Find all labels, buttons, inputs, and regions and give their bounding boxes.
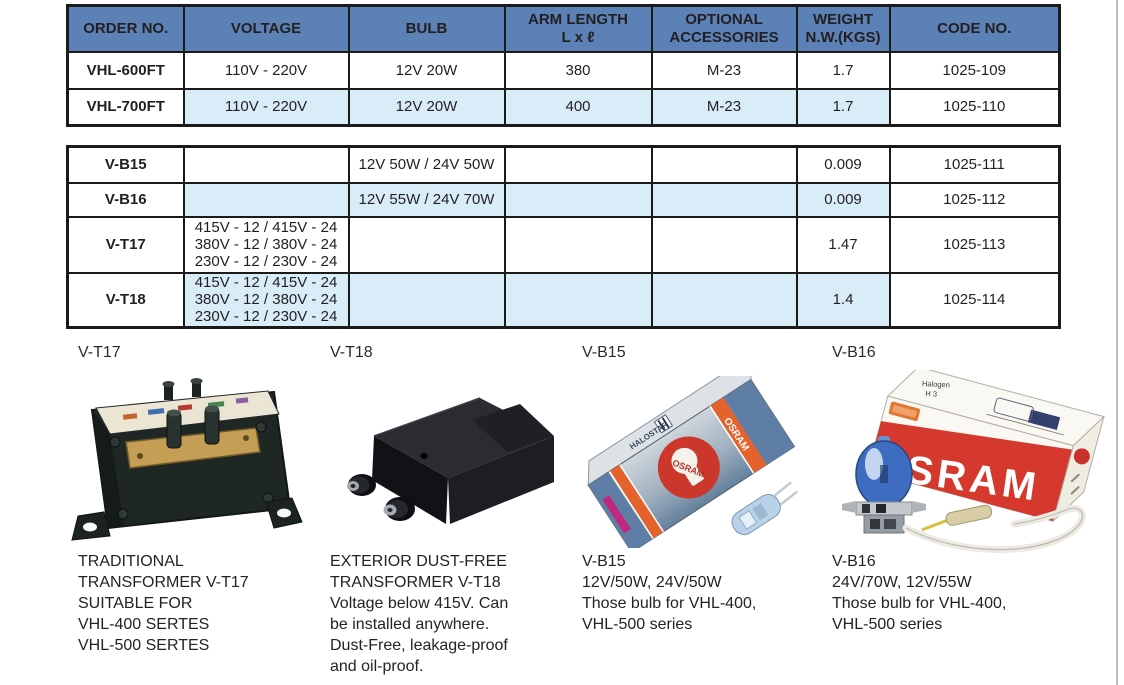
cell-voltage: 110V - 220V [182, 87, 350, 127]
cell-arm-length [503, 181, 653, 218]
col-header-weight: WEIGHT N.W.(KGS) [795, 4, 891, 53]
product-caption-vb16: V-B16 24V/70W, 12V/55W Those bulb for VH… [832, 553, 1007, 633]
header-row: ORDER NO. VOLTAGE BULB ARM LENGTH L x ℓ … [66, 4, 1061, 53]
cell-code-no: 1025-113 [888, 215, 1061, 274]
cell-arm-length [503, 271, 653, 329]
cable-gland [383, 497, 415, 521]
col-header-optional-accessories: OPTIONAL ACCESSORIES [650, 4, 798, 53]
cell-voltage [182, 145, 350, 184]
cell-voltage: 415V - 12 / 415V - 24 380V - 12 / 380V -… [182, 271, 350, 329]
vb16-product-photo: Halogen H 3 OSRAM [818, 370, 1118, 558]
table-row: VHL-700FT 110V - 220V 12V 20W 400 M-23 1… [66, 87, 1061, 127]
wire-lead [902, 504, 1086, 553]
vt17-transformer [71, 378, 303, 541]
cell-optional [650, 271, 798, 329]
cable-gland [347, 474, 376, 496]
table-row: VHL-600FT 110V - 220V 12V 20W 380 M-23 1… [66, 50, 1061, 90]
cell-weight: 1.47 [795, 215, 891, 274]
cell-order-no: V-B15 [66, 145, 185, 184]
cell-code-no: 1025-112 [888, 181, 1061, 218]
cell-code-no: 1025-110 [888, 87, 1061, 127]
product-label-vb15: V-B15 [582, 344, 626, 361]
cell-voltage: 415V - 12 / 415V - 24 380V - 12 / 380V -… [182, 215, 350, 274]
cell-bulb [347, 271, 506, 329]
product-label-vb16: V-B16 [832, 344, 876, 361]
vt18-transformer [347, 397, 554, 524]
cell-order-no: V-B16 [66, 181, 185, 218]
spec-table-main: ORDER NO. VOLTAGE BULB ARM LENGTH L x ℓ … [66, 4, 1061, 127]
cell-weight: 0.009 [795, 145, 891, 184]
cell-arm-length: 380 [503, 50, 653, 90]
cell-code-no: 1025-109 [888, 50, 1061, 90]
product-caption-vt17: TRADITIONAL TRANSFORMER V-T17 SUITABLE F… [78, 553, 249, 654]
vt17-product-photo [68, 376, 306, 548]
vb16-bulb-box-illustration: Halogen H 3 OSRAM [842, 370, 1105, 553]
vb15-product-photo: HALOSTAR OSRAM OSRAM [572, 376, 822, 548]
product-label-vt18: V-T18 [330, 344, 373, 361]
cell-order-no: VHL-700FT [66, 87, 185, 127]
cell-voltage: 110V - 220V [182, 50, 350, 90]
page-right-edge-line [1116, 0, 1118, 685]
cell-arm-length: 400 [503, 87, 653, 127]
cell-weight: 1.4 [795, 271, 891, 329]
osram-halostar-box: HALOSTAR OSRAM OSRAM [587, 376, 796, 548]
halostar-capsule-bulb [731, 481, 798, 536]
cell-bulb [347, 215, 506, 274]
cell-weight: 1.7 [795, 87, 891, 127]
wire-connector [921, 504, 993, 532]
cell-order-no: V-T17 [66, 215, 185, 274]
h3-halogen-bulb [842, 436, 1086, 553]
vt17-transformer-illustration [71, 378, 303, 541]
col-header-voltage: VOLTAGE [182, 4, 350, 53]
table-row: V-B16 12V 55W / 24V 70W 0.009 1025-112 [66, 181, 1061, 218]
cell-order-no: V-T18 [66, 271, 185, 329]
cell-bulb: 12V 55W / 24V 70W [347, 181, 506, 218]
cell-optional: M-23 [650, 50, 798, 90]
product-caption-vb15: V-B15 12V/50W, 24V/50W Those bulb for VH… [582, 553, 757, 633]
cell-optional [650, 215, 798, 274]
h3-text: H 3 [925, 389, 937, 399]
cell-weight: 0.009 [795, 181, 891, 218]
vb15-bulb-box-illustration: HALOSTAR OSRAM OSRAM [587, 376, 798, 548]
cell-order-no: VHL-600FT [66, 50, 185, 90]
cell-arm-length [503, 145, 653, 184]
col-header-arm-length: ARM LENGTH L x ℓ [503, 4, 653, 53]
cell-code-no: 1025-111 [888, 145, 1061, 184]
table-row: V-B15 12V 50W / 24V 50W 0.009 1025-111 [66, 145, 1061, 184]
cell-bulb: 12V 20W [347, 87, 506, 127]
cell-optional [650, 145, 798, 184]
table-row: V-T18 415V - 12 / 415V - 24 380V - 12 / … [66, 271, 1061, 329]
cell-optional: M-23 [650, 87, 798, 127]
vt18-product-photo [320, 390, 568, 540]
cell-optional [650, 181, 798, 218]
product-caption-vt18: EXTERIOR DUST-FREE TRANSFORMER V-T18 Vol… [330, 553, 509, 675]
col-header-code-no: CODE NO. [888, 4, 1061, 53]
table-row: V-T17 415V - 12 / 415V - 24 380V - 12 / … [66, 215, 1061, 274]
cell-bulb: 12V 20W [347, 50, 506, 90]
col-header-order-no: ORDER NO. [66, 4, 185, 53]
cell-arm-length [503, 215, 653, 274]
vt18-transformer-illustration [347, 397, 554, 524]
cell-voltage [182, 181, 350, 218]
halogen-text: Halogen [922, 379, 950, 389]
spec-table-accessories: V-B15 12V 50W / 24V 50W 0.009 1025-111 V… [66, 145, 1061, 329]
cell-code-no: 1025-114 [888, 271, 1061, 329]
cell-weight: 1.7 [795, 50, 891, 90]
cell-bulb: 12V 50W / 24V 50W [347, 145, 506, 184]
product-label-vt17: V-T17 [78, 344, 121, 361]
col-header-bulb: BULB [347, 4, 506, 53]
